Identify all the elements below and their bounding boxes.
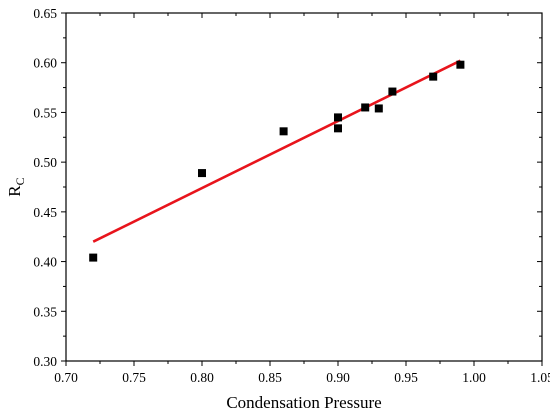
y-axis-title: RC	[5, 177, 27, 196]
fit-line	[92, 59, 461, 243]
y-axis-title-subscript: C	[13, 177, 27, 185]
data-point	[456, 60, 465, 69]
y-tick-label: 0.50	[33, 155, 57, 170]
y-tick-label: 0.40	[33, 255, 57, 270]
fit-line-group	[92, 59, 461, 243]
x-tick-label: 0.85	[258, 370, 282, 385]
data-point	[89, 253, 98, 262]
data-point	[334, 124, 342, 133]
axes-frame	[65, 12, 543, 362]
x-tick-label: 0.80	[190, 370, 214, 385]
y-tick-label: 0.30	[33, 354, 57, 369]
data-point	[361, 103, 370, 112]
data-point	[334, 113, 342, 122]
data-point	[374, 104, 383, 113]
y-tick-label: 0.45	[33, 205, 57, 220]
x-tick-label: 1.00	[462, 370, 486, 385]
x-axis: 0.70 0.75 0.80 0.85 0.90 0.95 1.00 1.05	[54, 13, 550, 385]
y-axis: 0.30 0.35 0.40 0.45 0.50 0.55 0.60 0.65	[33, 6, 542, 369]
y-tick-label: 0.55	[33, 105, 57, 120]
y-tick-label: 0.65	[33, 6, 57, 21]
x-axis-title: Condensation Pressure	[226, 393, 381, 412]
data-points	[89, 60, 465, 262]
plot-frame	[65, 12, 543, 362]
y-axis-title-main: R	[5, 185, 24, 197]
y-tick-label: 0.35	[33, 304, 57, 319]
x-tick-label: 0.95	[394, 370, 418, 385]
data-point	[429, 72, 438, 81]
x-tick-label: 0.90	[326, 370, 350, 385]
x-tick-label: 0.75	[122, 370, 146, 385]
x-tick-label: 0.70	[54, 370, 78, 385]
data-point	[198, 169, 206, 178]
y-tick-label: 0.60	[33, 56, 57, 71]
data-point	[388, 87, 397, 96]
data-point	[279, 127, 288, 136]
x-tick-label: 1.05	[530, 370, 550, 385]
